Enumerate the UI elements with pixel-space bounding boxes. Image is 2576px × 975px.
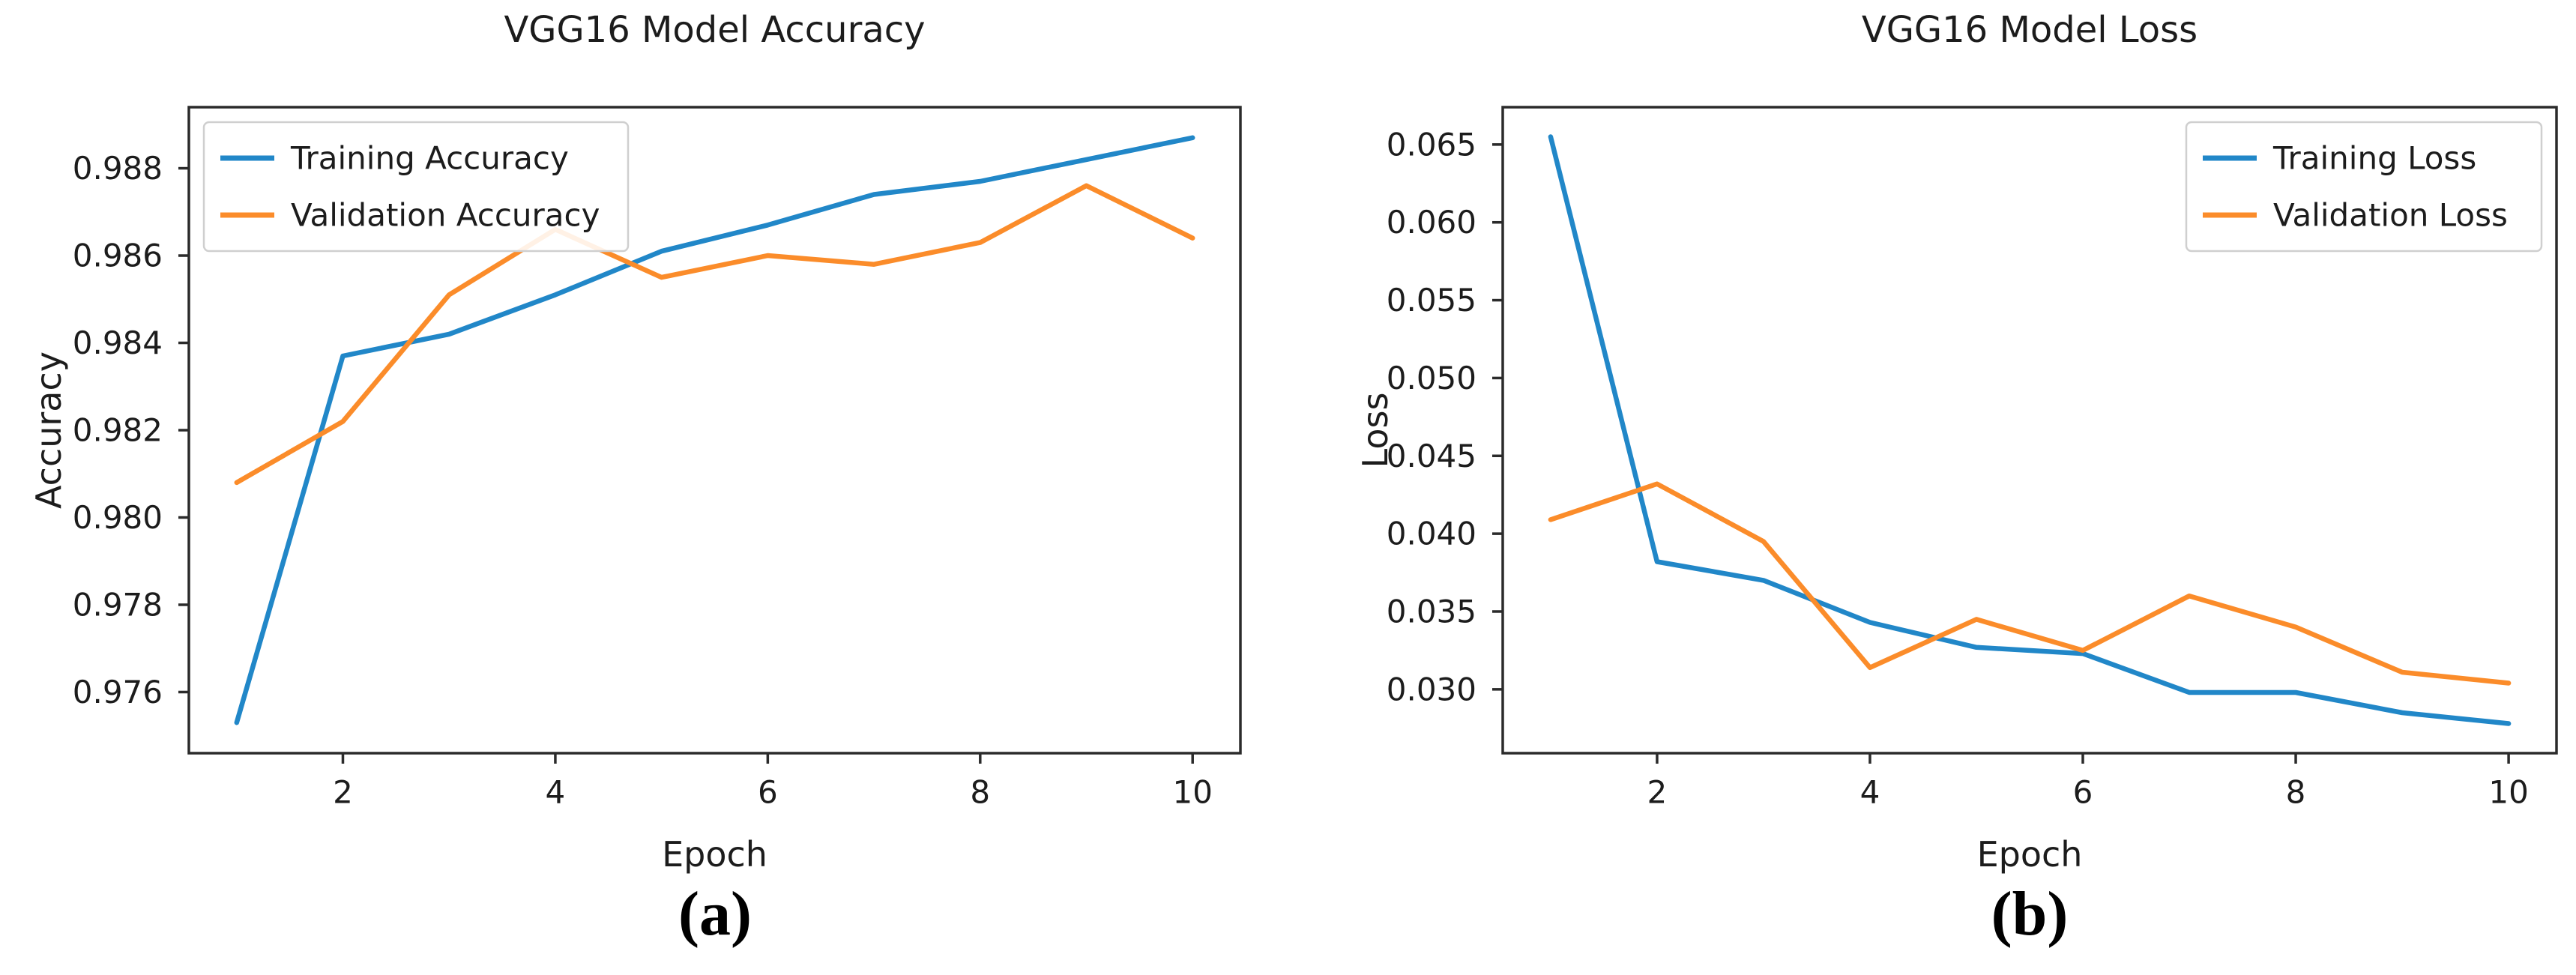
y-tick-label: 0.986 [73,238,163,274]
y-tick-label: 0.978 [73,586,163,623]
y-tick-label: 0.984 [73,325,163,361]
y-tick-label: 0.982 [73,412,163,449]
x-axis-label: Epoch [1977,834,2083,875]
y-tick-label: 0.035 [1387,593,1476,630]
x-axis-label: Epoch [662,834,767,875]
x-tick-label: 8 [2286,774,2306,811]
y-tick-label: 0.980 [73,499,163,536]
x-tick-label: 2 [1647,774,1668,811]
loss-chart: 0.030 0.035 0.040 0.045 0.050 0.055 0.060 0.065… [1355,9,2558,875]
y-tick-label: 0.040 [1387,516,1476,552]
plot-frame [1501,106,2558,755]
x-tick-label: 10 [2488,774,2528,811]
series-line-training-loss [1548,134,2512,726]
series-line-validation-accuracy [234,183,1195,486]
y-tick-label: 0.050 [1387,360,1476,396]
legend-item-label: Validation Loss [2273,197,2508,234]
y-tick-label: 0.988 [73,150,163,187]
x-tick-label: 10 [1173,774,1213,811]
chart-title: VGG16 Model Loss [1862,9,2198,51]
y-tick-label: 0.060 [1387,204,1476,241]
accuracy-chart: 0.976 0.978 0.980 0.982 0.984 0.986 0.988 2 4 6 8 1… [28,9,1242,875]
series-line-validation-loss [1548,481,2512,686]
legend-item-label: Validation Accuracy [291,197,600,234]
chart-title: VGG16 Model Accuracy [504,9,925,51]
y-tick-label: 0.045 [1387,438,1476,474]
x-tick-label: 4 [1860,774,1880,811]
legend-box [2185,121,2543,253]
y-tick-label: 0.065 [1387,126,1476,163]
x-tick-label: 6 [758,774,778,811]
legend-item-label: Training Accuracy [290,140,569,177]
y-axis-label: Accuracy [28,351,69,509]
plot-frame [187,106,1242,755]
x-tick-label: 6 [2073,774,2093,811]
subfigure-label-a: (a) [678,879,752,949]
legend-item-label: Training Loss [2272,140,2476,177]
subfigure-label-b: (b) [1991,879,2069,949]
x-tick-label: 2 [333,774,353,811]
y-tick-label: 0.976 [73,674,163,710]
x-tick-label: 4 [546,774,566,811]
y-tick-label: 0.030 [1387,671,1476,707]
legend-box [202,121,630,253]
y-axis-label: Loss [1355,393,1396,468]
series-line-training-accuracy [234,135,1195,725]
y-tick-label: 0.055 [1387,282,1476,319]
x-tick-label: 8 [970,774,990,811]
